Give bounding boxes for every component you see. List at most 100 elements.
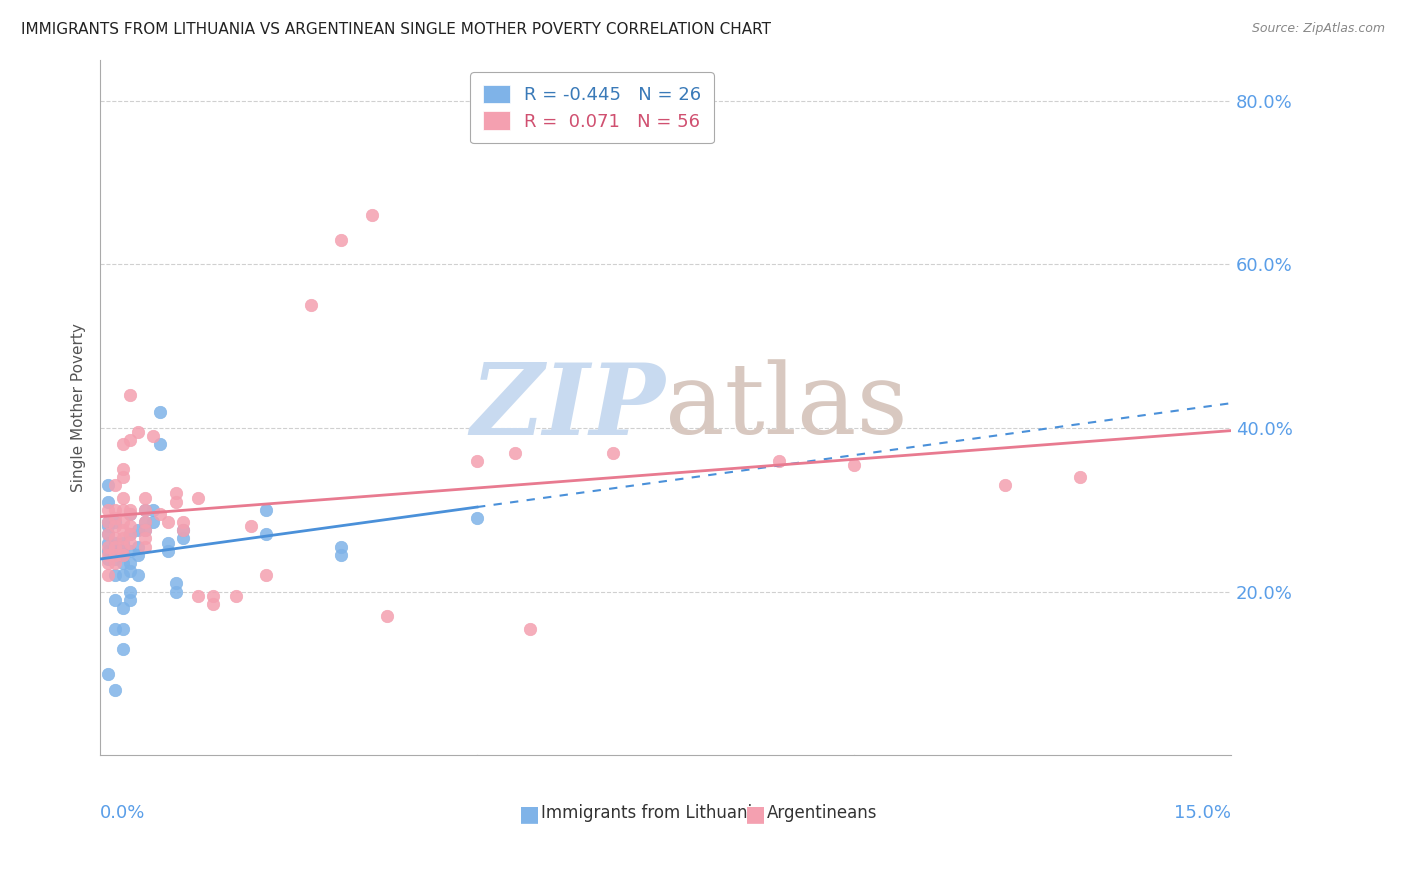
Point [111, 601, 134, 615]
Point [172, 523, 194, 537]
Point [111, 568, 134, 582]
Point [375, 609, 398, 624]
Point [111, 548, 134, 562]
Text: ■: ■ [519, 804, 540, 824]
Text: ■: ■ [745, 804, 766, 824]
Point [165, 576, 187, 591]
Text: 0.0%: 0.0% [100, 804, 145, 822]
Point [104, 519, 127, 533]
Point [768, 453, 790, 467]
Text: Argentineans: Argentineans [768, 804, 877, 822]
Point [330, 233, 353, 247]
Point [602, 445, 624, 459]
Point [97, 548, 120, 562]
Point [172, 532, 194, 546]
Point [134, 515, 156, 529]
Point [120, 519, 142, 533]
Point [187, 491, 209, 505]
Point [104, 552, 127, 566]
Point [111, 540, 134, 554]
Point [994, 478, 1017, 492]
Legend: R = -0.445   N = 26, R =  0.071   N = 56: R = -0.445 N = 26, R = 0.071 N = 56 [470, 72, 714, 144]
Text: Source: ZipAtlas.com: Source: ZipAtlas.com [1251, 22, 1385, 36]
Point [127, 540, 149, 554]
Point [104, 556, 127, 570]
Point [1069, 470, 1091, 484]
Point [104, 568, 127, 582]
Point [97, 527, 120, 541]
Point [97, 543, 120, 558]
Point [127, 425, 149, 439]
Text: IMMIGRANTS FROM LITHUANIA VS ARGENTINEAN SINGLE MOTHER POVERTY CORRELATION CHART: IMMIGRANTS FROM LITHUANIA VS ARGENTINEAN… [21, 22, 770, 37]
Point [120, 535, 142, 549]
Point [120, 564, 142, 578]
Point [104, 592, 127, 607]
Point [111, 523, 134, 537]
Point [97, 494, 120, 508]
Point [120, 507, 142, 521]
Text: atlas: atlas [665, 359, 908, 456]
Point [165, 494, 187, 508]
Point [97, 519, 120, 533]
Y-axis label: Single Mother Poverty: Single Mother Poverty [72, 323, 86, 492]
Point [202, 597, 225, 611]
Point [172, 515, 194, 529]
Point [104, 682, 127, 697]
Point [104, 503, 127, 517]
Point [165, 584, 187, 599]
Point [104, 515, 127, 529]
Point [134, 523, 156, 537]
Point [97, 515, 120, 529]
Point [519, 622, 541, 636]
Point [165, 486, 187, 500]
Point [104, 532, 127, 546]
Point [503, 445, 526, 459]
Point [156, 515, 179, 529]
Point [104, 511, 127, 525]
Point [134, 503, 156, 517]
Point [134, 515, 156, 529]
Point [111, 622, 134, 636]
Point [127, 548, 149, 562]
Point [97, 527, 120, 541]
Point [239, 519, 262, 533]
Point [120, 507, 142, 521]
Point [120, 592, 142, 607]
Point [111, 556, 134, 570]
Point [97, 556, 120, 570]
Point [134, 491, 156, 505]
Point [104, 535, 127, 549]
Point [202, 589, 225, 603]
Point [111, 437, 134, 451]
Point [465, 511, 488, 525]
Point [187, 589, 209, 603]
Point [330, 548, 353, 562]
Point [104, 478, 127, 492]
Point [97, 568, 120, 582]
Point [111, 535, 134, 549]
Point [111, 462, 134, 476]
Point [111, 503, 134, 517]
Point [120, 543, 142, 558]
Point [120, 584, 142, 599]
Point [120, 556, 142, 570]
Point [134, 503, 156, 517]
Point [134, 523, 156, 537]
Point [172, 523, 194, 537]
Point [97, 478, 120, 492]
Point [127, 568, 149, 582]
Point [104, 540, 127, 554]
Text: ZIP: ZIP [471, 359, 665, 456]
Point [156, 535, 179, 549]
Point [111, 515, 134, 529]
Point [149, 437, 172, 451]
Point [299, 298, 322, 312]
Point [120, 527, 142, 541]
Point [120, 503, 142, 517]
Point [104, 548, 127, 562]
Point [111, 540, 134, 554]
Point [120, 434, 142, 448]
Point [111, 491, 134, 505]
Point [104, 548, 127, 562]
Point [254, 527, 277, 541]
